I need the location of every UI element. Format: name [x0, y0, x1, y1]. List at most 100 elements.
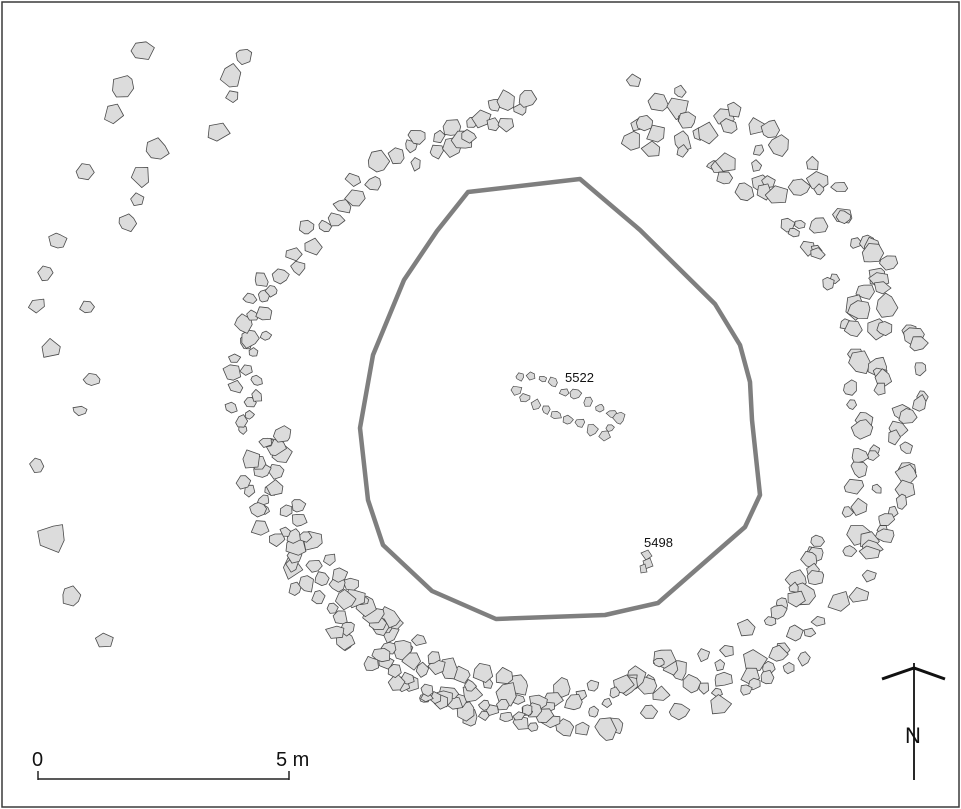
stone	[244, 409, 255, 420]
stone	[737, 618, 756, 637]
stone	[118, 213, 138, 233]
stone	[472, 663, 494, 683]
stone	[290, 260, 306, 276]
stone	[242, 292, 258, 304]
stone	[810, 247, 826, 260]
stone	[787, 178, 811, 196]
stone	[652, 685, 671, 701]
stone	[909, 336, 929, 352]
stone	[268, 533, 286, 547]
stone	[75, 163, 95, 181]
stone	[241, 329, 260, 349]
stone	[598, 430, 611, 442]
stone	[95, 632, 114, 648]
stone	[850, 461, 868, 479]
stone	[512, 711, 526, 721]
stone	[518, 90, 538, 108]
stone	[605, 424, 615, 433]
stone	[130, 166, 149, 189]
stone	[411, 634, 427, 646]
scale-bar: 0 5 m	[32, 749, 309, 780]
stone	[740, 684, 753, 696]
stone	[219, 63, 242, 88]
stone	[288, 581, 302, 596]
stone	[538, 375, 548, 383]
stone	[835, 210, 852, 225]
north-arrow: N	[881, 663, 946, 780]
stone	[876, 321, 893, 337]
stone	[258, 437, 273, 448]
stone	[760, 669, 775, 685]
stone	[112, 75, 135, 98]
stone	[257, 494, 270, 506]
stone	[227, 379, 244, 394]
stone	[753, 144, 765, 156]
stone	[496, 89, 515, 111]
stone	[768, 644, 789, 662]
stone	[640, 704, 658, 719]
stone	[235, 475, 252, 490]
stone	[515, 372, 525, 382]
stone	[344, 189, 366, 207]
stone	[486, 117, 501, 132]
stone	[72, 405, 88, 417]
stone	[806, 155, 819, 171]
stone	[239, 364, 253, 376]
stone	[130, 192, 145, 207]
stone	[895, 493, 908, 510]
stone	[334, 589, 357, 611]
stone	[530, 398, 542, 411]
stone	[594, 717, 617, 741]
stone	[674, 84, 687, 98]
stone	[499, 712, 514, 722]
stone	[477, 710, 490, 721]
stone	[224, 401, 238, 414]
stone	[41, 337, 61, 358]
stone	[564, 694, 583, 711]
stone	[847, 300, 871, 319]
feature-5522-stones	[510, 371, 626, 442]
stone	[304, 237, 323, 256]
stone	[235, 49, 253, 65]
stone	[786, 624, 804, 642]
stone	[827, 591, 850, 612]
stone	[678, 111, 696, 129]
stone	[588, 705, 599, 718]
stone	[612, 411, 626, 425]
feature-5498-stone	[640, 549, 653, 561]
stone	[879, 255, 899, 271]
stone	[810, 616, 826, 627]
stone	[848, 587, 870, 603]
stone	[697, 648, 710, 663]
stone	[720, 118, 738, 134]
stone	[407, 130, 426, 145]
stone	[714, 671, 733, 687]
stone	[298, 575, 314, 593]
stone	[874, 528, 895, 543]
stone	[250, 374, 263, 386]
stone	[851, 448, 870, 464]
stone	[364, 176, 382, 191]
stone	[311, 590, 326, 605]
stone	[248, 347, 259, 357]
stone	[843, 320, 863, 338]
stone	[575, 721, 590, 736]
stone	[822, 276, 835, 291]
stone	[899, 441, 913, 454]
stone	[344, 172, 362, 187]
stone	[314, 571, 330, 586]
stone	[305, 560, 323, 573]
stone	[586, 679, 600, 692]
stone	[843, 478, 865, 495]
stone	[621, 130, 640, 151]
stone	[912, 394, 927, 412]
stone	[601, 697, 613, 708]
stone	[37, 265, 54, 282]
stone	[646, 124, 665, 143]
feature-5498: 5498	[639, 535, 673, 574]
stone	[242, 449, 261, 469]
stone	[323, 553, 336, 566]
stone	[37, 524, 65, 553]
stone	[848, 350, 871, 375]
